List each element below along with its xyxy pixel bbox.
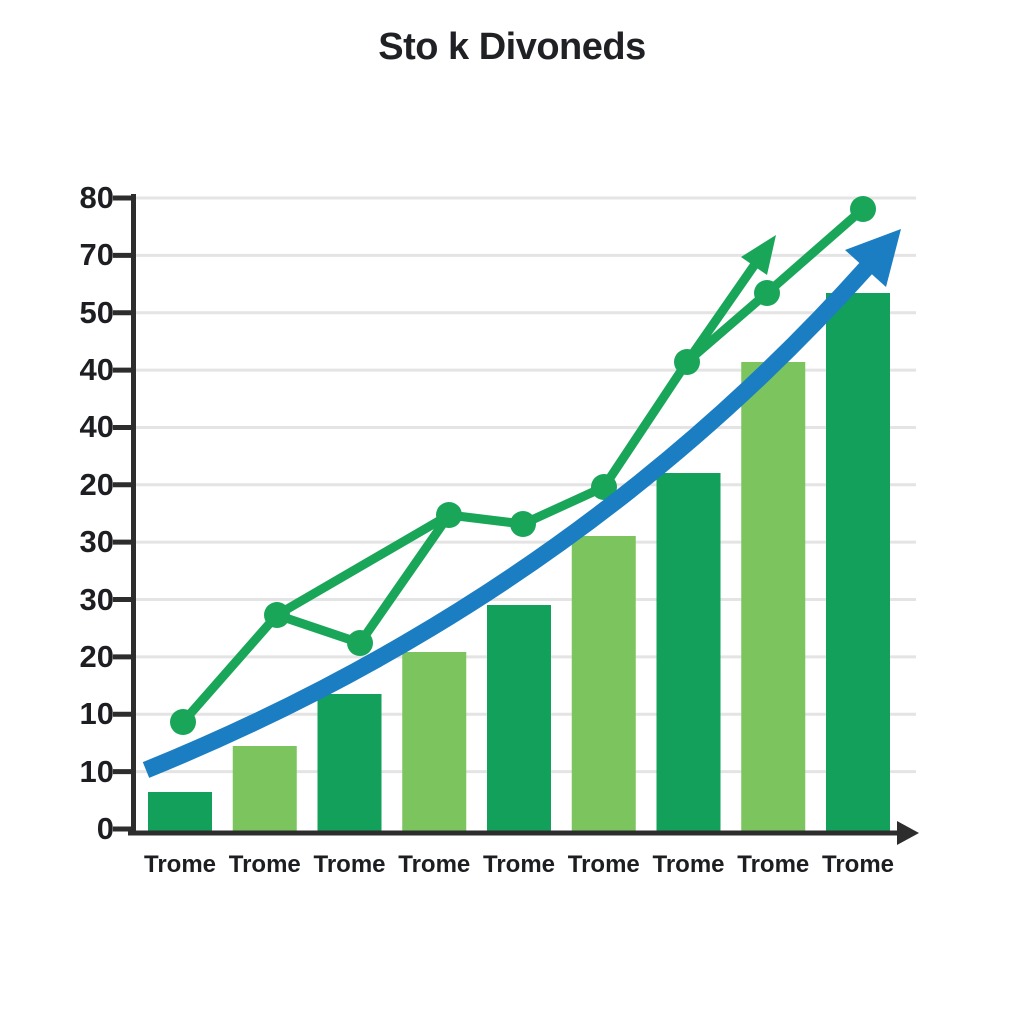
line-point-2: [264, 602, 290, 628]
y-axis-tick-label: 10: [79, 753, 114, 789]
y-axis-tick-label: 0: [96, 810, 114, 846]
bar-6: [571, 536, 636, 831]
bar-8: [741, 362, 806, 831]
chart-title: Sto k Divoneds: [378, 26, 646, 68]
line-point-5: [510, 511, 536, 537]
y-axis-tick-label: 20: [79, 638, 114, 674]
y-axis-tick-label: 30: [79, 581, 114, 617]
x-axis-category-label: Trome: [821, 851, 895, 878]
green-line-triangle-edge: [272, 510, 454, 620]
y-axis-tick-label: 40: [79, 352, 114, 388]
x-axis-category-label: Trome: [143, 851, 217, 878]
x-axis-arrowhead-icon: [897, 821, 919, 845]
bar-2: [232, 746, 297, 831]
x-axis-category-label: Trome: [652, 851, 725, 878]
x-axis-category-label: Trome: [228, 851, 301, 878]
bar-4: [402, 652, 467, 831]
bar-1: [148, 792, 212, 831]
x-axis-category-label: Trome: [737, 851, 810, 878]
line-point-7: [674, 349, 700, 375]
line-point-9: [850, 196, 876, 222]
line-point-3: [347, 630, 373, 656]
y-axis-tick-label: 70: [79, 237, 114, 273]
x-axis-category-label: Trome: [313, 851, 386, 878]
y-axis-tick-label: 30: [79, 524, 114, 560]
line-point-1: [170, 709, 196, 735]
x-axis-category-label: Trome: [567, 851, 640, 878]
line-point-4: [436, 502, 462, 528]
y-axis-tick-label: 10: [79, 696, 114, 732]
x-axis-category-label: Trome: [398, 851, 471, 878]
green-branch-shaft: [682, 252, 765, 367]
y-axis-tick-label: 40: [79, 409, 114, 445]
line-point-6: [591, 474, 617, 500]
y-axis-tick-label: 80: [79, 180, 114, 215]
bar-9: [826, 293, 890, 831]
bar-5: [487, 605, 551, 831]
bar-3: [317, 694, 382, 831]
y-axis-tick-label: 20: [79, 466, 114, 502]
bar-7: [656, 473, 721, 831]
trend-arrow-path: [142, 260, 875, 778]
green-arrowhead-icon: [741, 235, 776, 275]
trend-arrowhead-icon: [845, 229, 901, 287]
x-axis-category-label: Trome: [482, 851, 556, 878]
y-axis-tick-label: 50: [79, 294, 114, 330]
line-point-8: [754, 280, 780, 306]
